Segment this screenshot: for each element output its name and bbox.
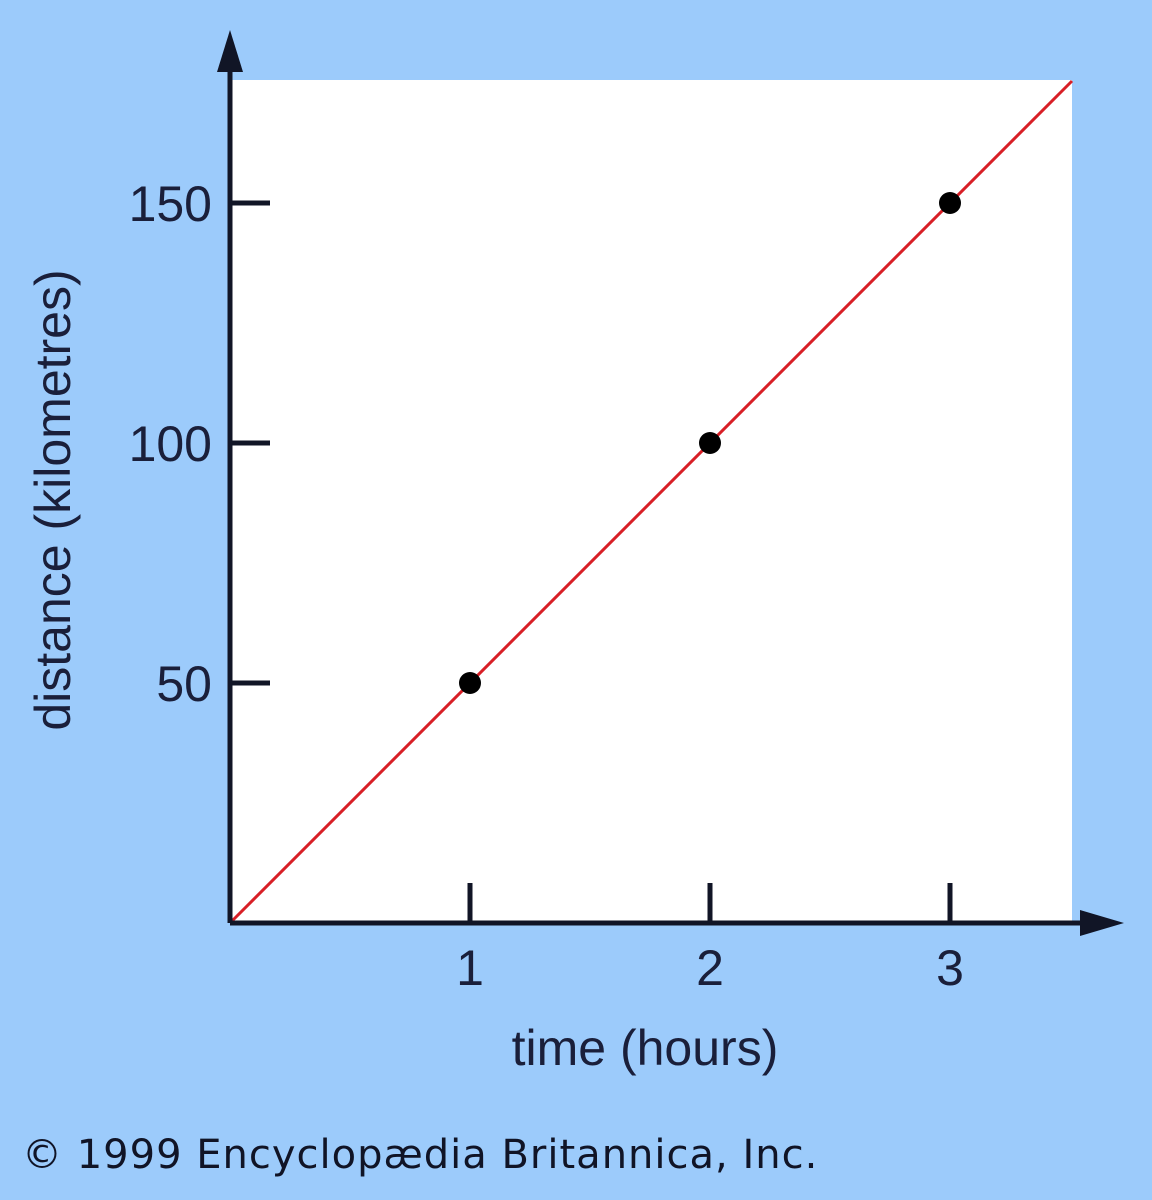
x-axis-title: time (hours): [512, 1020, 779, 1076]
data-point-2: [699, 432, 721, 454]
fit-line: [228, 79, 1074, 925]
y-axis-title: distance (kilometres): [25, 269, 81, 730]
x-tick-label-3: 3: [936, 940, 964, 996]
x-tick-label-1: 1: [456, 940, 484, 996]
x-axis-arrow: [1080, 910, 1124, 936]
data-point-3: [939, 192, 961, 214]
copyright-credit: © 1999 Encyclopædia Britannica, Inc.: [22, 1132, 819, 1178]
y-tick-label-50: 50: [156, 656, 212, 712]
data-points: [459, 192, 961, 694]
y-tick-label-100: 100: [129, 416, 212, 472]
data-point-1: [459, 672, 481, 694]
axes: [217, 30, 1124, 936]
y-tick-label-150: 150: [129, 176, 212, 232]
ticks: 1 2 3 50 100 150: [129, 176, 964, 996]
x-tick-label-2: 2: [696, 940, 724, 996]
y-axis-arrow: [217, 30, 243, 72]
